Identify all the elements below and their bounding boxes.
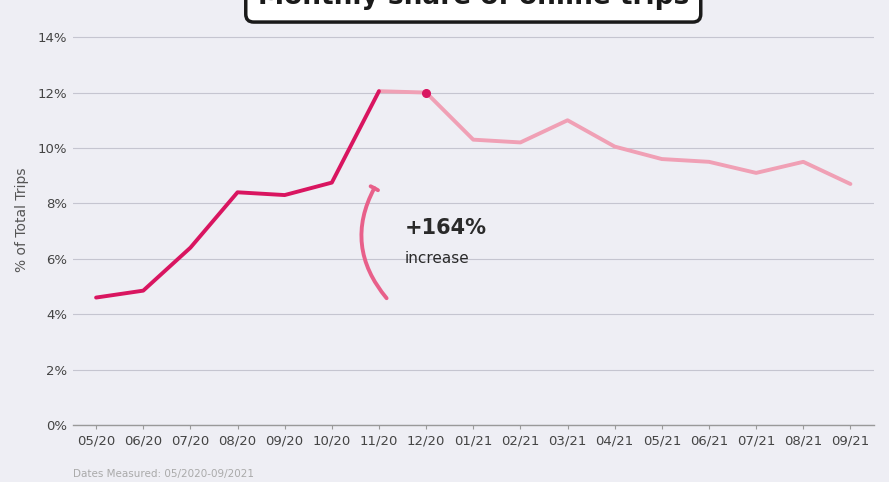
Y-axis label: % of Total Trips: % of Total Trips (15, 168, 29, 272)
Text: +164%: +164% (404, 218, 487, 238)
Text: increase: increase (404, 251, 469, 266)
Text: Dates Measured: 05/2020-09/2021: Dates Measured: 05/2020-09/2021 (73, 469, 253, 479)
Text: Monthly share of online trips: Monthly share of online trips (258, 0, 689, 10)
